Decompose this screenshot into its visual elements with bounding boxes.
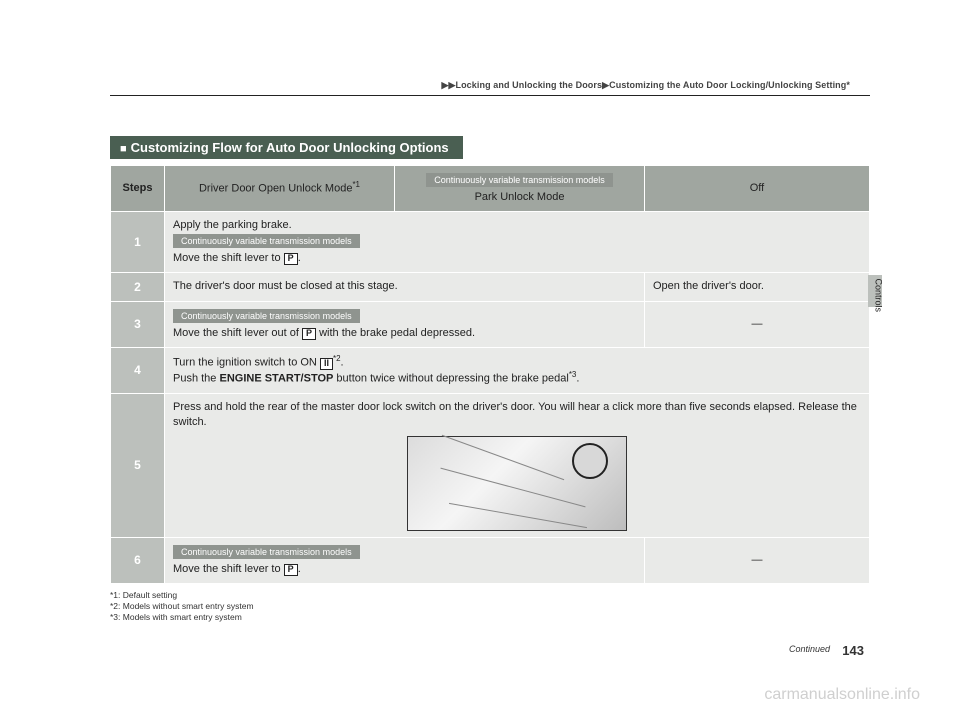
step-4-bold: ENGINE START/STOP bbox=[219, 373, 333, 385]
step-4-line2b: button twice without depressing the brak… bbox=[333, 373, 568, 385]
breadcrumb-p1: Locking and Unlocking the Doors bbox=[455, 80, 602, 90]
th-col2-text: Park Unlock Mode bbox=[475, 191, 565, 203]
th-col3: Off bbox=[645, 166, 870, 212]
step-1-line1: Apply the parking brake. bbox=[173, 218, 861, 233]
step-3-line-a: Move the shift lever out of bbox=[173, 327, 302, 339]
step-6-line-a: Move the shift lever to bbox=[173, 563, 284, 575]
step-4-line1a: Turn the ignition switch to ON bbox=[173, 357, 320, 369]
step-6-body: Continuously variable transmission model… bbox=[165, 537, 645, 583]
step-3-line-b: with the brake pedal depressed. bbox=[316, 327, 475, 339]
step-6-num: 6 bbox=[111, 537, 165, 583]
step-2-left: The driver's door must be closed at this… bbox=[165, 272, 645, 301]
step-2-num: 2 bbox=[111, 272, 165, 301]
page-number: 143 bbox=[842, 643, 864, 658]
step-5-text: Press and hold the rear of the master do… bbox=[173, 400, 861, 430]
step-6-badge: Continuously variable transmission model… bbox=[173, 545, 360, 559]
step-4-line1b: . bbox=[341, 357, 344, 369]
step-3-num: 3 bbox=[111, 302, 165, 348]
step-1-line2b: . bbox=[298, 252, 301, 264]
steps-table: Steps Driver Door Open Unlock Mode*1 Con… bbox=[110, 165, 870, 584]
step-1-num: 1 bbox=[111, 211, 165, 272]
breadcrumb-star: * bbox=[846, 80, 850, 90]
footnote-2: *2: Models without smart entry system bbox=[110, 601, 870, 612]
step-3-badge: Continuously variable transmission model… bbox=[173, 309, 360, 323]
step-1-line2: Move the shift lever to P. bbox=[173, 251, 861, 266]
step-1-body: Apply the parking brake. Continuously va… bbox=[165, 211, 870, 272]
th-col1: Driver Door Open Unlock Mode*1 bbox=[165, 166, 395, 212]
door-switch-illustration bbox=[407, 436, 627, 531]
step-5-num: 5 bbox=[111, 393, 165, 537]
step-4-line2a: Push the bbox=[173, 373, 219, 385]
footnotes: *1: Default setting *2: Models without s… bbox=[110, 590, 870, 623]
step-4-num: 4 bbox=[111, 347, 165, 393]
step-1-badge: Continuously variable transmission model… bbox=[173, 234, 360, 248]
step-6-dash: — bbox=[645, 537, 870, 583]
step-3-line: Move the shift lever out of P with the b… bbox=[173, 326, 636, 341]
side-label: Controls bbox=[874, 278, 884, 312]
step-3-dash: — bbox=[645, 302, 870, 348]
step-3-body: Continuously variable transmission model… bbox=[165, 302, 645, 348]
footnote-1: *1: Default setting bbox=[110, 590, 870, 601]
th-col2-badge: Continuously variable transmission model… bbox=[426, 173, 613, 187]
th-col1-text: Driver Door Open Unlock Mode bbox=[199, 183, 352, 195]
th-col2: Continuously variable transmission model… bbox=[395, 166, 645, 212]
step-6-line-b: . bbox=[298, 563, 301, 575]
th-steps: Steps bbox=[111, 166, 165, 212]
step-2-right: Open the driver's door. bbox=[645, 272, 870, 301]
step-1-p: P bbox=[284, 253, 298, 265]
step-4-line1: Turn the ignition switch to ON II*2. bbox=[173, 354, 861, 371]
step-4-p: II bbox=[320, 358, 333, 370]
watermark: carmanualsonline.info bbox=[764, 686, 920, 704]
step-6-line: Move the shift lever to P. bbox=[173, 562, 636, 577]
step-4-sup: *2 bbox=[333, 354, 341, 363]
step-5-body: Press and hold the rear of the master do… bbox=[165, 393, 870, 537]
section-title: ■Customizing Flow for Auto Door Unlockin… bbox=[110, 136, 463, 159]
continued-label: Continued bbox=[789, 644, 830, 654]
step-1-line2a: Move the shift lever to bbox=[173, 252, 284, 264]
section-title-text: Customizing Flow for Auto Door Unlocking… bbox=[131, 140, 449, 155]
step-4-line2c: . bbox=[576, 373, 579, 385]
breadcrumb: ▶▶Locking and Unlocking the Doors▶Custom… bbox=[110, 80, 870, 91]
breadcrumb-p2: Customizing the Auto Door Locking/Unlock… bbox=[609, 80, 846, 90]
header-rule bbox=[110, 95, 870, 96]
step-6-p: P bbox=[284, 564, 298, 576]
footnote-3: *3: Models with smart entry system bbox=[110, 612, 870, 623]
step-4-body: Turn the ignition switch to ON II*2. Pus… bbox=[165, 347, 870, 393]
step-4-line2: Push the ENGINE START/STOP button twice … bbox=[173, 370, 861, 387]
th-col1-sup: *1 bbox=[352, 180, 360, 189]
step-3-p: P bbox=[302, 328, 316, 340]
